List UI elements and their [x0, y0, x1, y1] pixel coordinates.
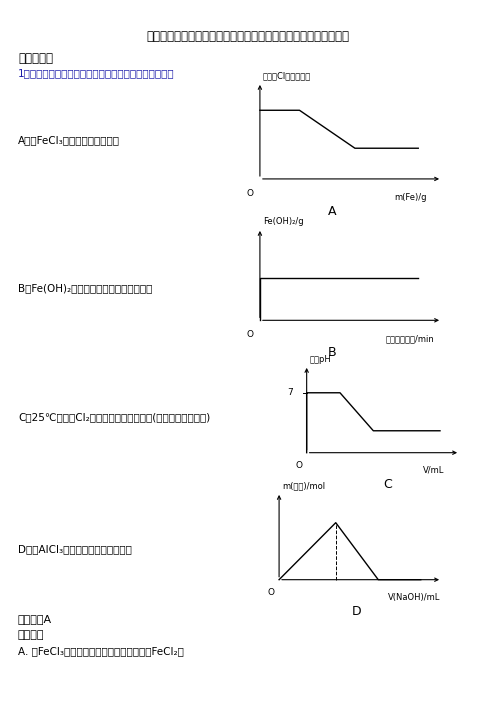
Text: A．向FeCl₃溶液中不断加入铁粉: A．向FeCl₃溶液中不断加入铁粉	[18, 135, 120, 145]
Text: 露置空气时间/min: 露置空气时间/min	[386, 334, 434, 343]
Text: 【答案】A: 【答案】A	[18, 614, 52, 624]
Text: 1．下列图象表示的意义与相关的化学反应完全正确的是: 1．下列图象表示的意义与相关的化学反应完全正确的是	[18, 68, 175, 78]
Text: D: D	[352, 605, 362, 618]
Text: 【分析】: 【分析】	[18, 630, 45, 640]
Text: A. 向FeCl₃溶液中不断加入铁粉，反应生成FeCl₂。: A. 向FeCl₃溶液中不断加入铁粉，反应生成FeCl₂。	[18, 646, 184, 656]
Text: B: B	[327, 346, 336, 359]
Text: V/mL: V/mL	[423, 466, 444, 475]
Text: m(沉淀)/mol: m(沉淀)/mol	[282, 482, 325, 491]
Text: O: O	[247, 329, 254, 338]
Text: O: O	[295, 461, 302, 470]
Text: 陕西省吴起高级中学人教版高一化学下学期第一次质量检测测试卷: 陕西省吴起高级中学人教版高一化学下学期第一次质量检测测试卷	[146, 30, 350, 43]
Text: O: O	[267, 588, 274, 597]
Text: O: O	[247, 189, 254, 198]
Text: C．25℃时，向Cl₂水溶液中通入二氧化碳(生成两种常见的酸): C．25℃时，向Cl₂水溶液中通入二氧化碳(生成两种常见的酸)	[18, 412, 210, 422]
Text: m(Fe)/g: m(Fe)/g	[394, 194, 427, 202]
Text: 一、选择题: 一、选择题	[18, 52, 53, 65]
Text: A: A	[327, 205, 336, 218]
Text: 7: 7	[288, 388, 293, 397]
Text: 溶液pH: 溶液pH	[310, 355, 331, 364]
Text: D．向AlCl₃溶液中不断滴入烧碱溶液: D．向AlCl₃溶液中不断滴入烧碱溶液	[18, 544, 132, 554]
Text: Fe(OH)₂/g: Fe(OH)₂/g	[263, 218, 304, 227]
Text: B．Fe(OH)₂固体露置在空气中质量的变化: B．Fe(OH)₂固体露置在空气中质量的变化	[18, 283, 152, 293]
Text: 溶液中Cl的质量分数: 溶液中Cl的质量分数	[263, 72, 311, 81]
Text: V(NaOH)/mL: V(NaOH)/mL	[387, 593, 440, 602]
Text: C: C	[383, 478, 392, 491]
